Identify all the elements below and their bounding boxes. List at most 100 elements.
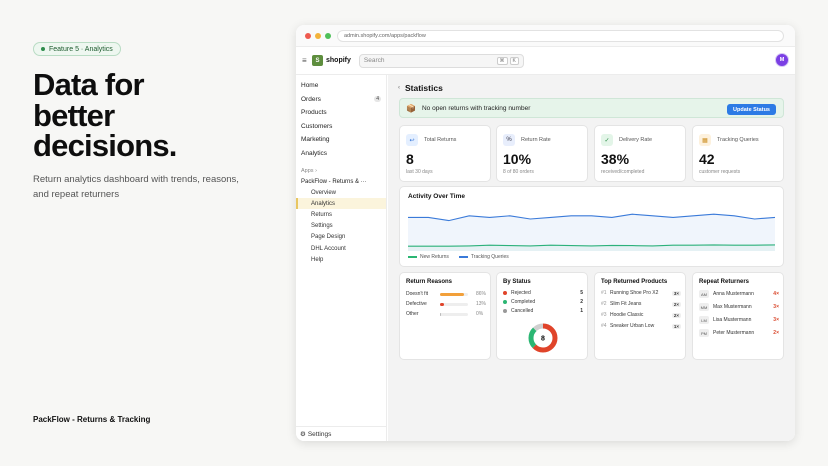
kpi-caption: received/completed [601, 169, 645, 175]
returner-initials: PM [699, 329, 709, 337]
product-name: Slim Fit Jeans [610, 301, 642, 307]
returner-count: 3× [773, 304, 779, 310]
app-name[interactable]: PackFlow - Returns & ··· [301, 178, 367, 185]
reason-label: Doesn't fit [406, 291, 429, 297]
kpi-value: 38% [601, 151, 630, 167]
admin-topbar: ≡ S shopify Search ⌘ K M [296, 47, 795, 75]
reason-row: Doesn't fit 86% [406, 291, 488, 297]
returner-name: Anna Mustermann [713, 291, 754, 297]
subnav-returns[interactable]: Returns [311, 211, 333, 218]
sidebar-settings[interactable]: ⚙ Settings [296, 426, 387, 441]
status-donut: 8 [528, 323, 558, 353]
kpi-caption: 8 of 80 orders [503, 169, 534, 175]
product-name: Running Shoe Pro X2 [610, 290, 659, 296]
legend-swatch [408, 256, 417, 258]
info-banner: 📦 No open returns with tracking number U… [399, 98, 784, 118]
activity-chart [408, 213, 776, 251]
donut-center-value: 8 [541, 336, 545, 343]
shopify-logo-icon: S [312, 55, 323, 66]
kpi-value: 10% [503, 151, 532, 167]
sidebar-settings-label: Settings [307, 430, 332, 438]
sidebar-item-analytics[interactable]: Analytics [296, 147, 386, 161]
update-status-button[interactable]: Update Status [727, 104, 776, 115]
orders-badge: 4 [374, 96, 381, 103]
product-rank: #3 [601, 312, 607, 318]
series-area [408, 214, 775, 251]
donut-completed [528, 323, 558, 353]
hero-line-3: decisions. [33, 128, 177, 163]
product-row: #2 Slim Fit Jeans 2× [601, 301, 681, 307]
package-icon: 📦 [406, 103, 416, 113]
maximize-dot-icon[interactable] [325, 32, 331, 39]
kpi-card-delivery-rate: ✓ Delivery Rate 38% received/completed [594, 125, 686, 182]
subnav-page-design[interactable]: Page Design [311, 234, 346, 241]
search-input[interactable]: Search ⌘ K [358, 53, 524, 68]
status-dot [503, 291, 507, 295]
sidebar-item-orders[interactable]: Orders 4 [296, 93, 386, 107]
return-reasons-card: Return Reasons Doesn't fit 86% Defective… [399, 272, 491, 360]
subnav-help[interactable]: Help [311, 256, 324, 263]
sidebar-item-products[interactable]: Products [296, 106, 386, 120]
kpi-label: Total Returns [424, 137, 457, 143]
reason-pct: 13% [476, 301, 487, 307]
product-rank: #2 [601, 301, 607, 307]
top-products-title: Top Returned Products [601, 279, 668, 285]
subnav-analytics[interactable]: Analytics [296, 198, 386, 210]
product-row: #1 Running Shoe Pro X2 3× [601, 290, 681, 296]
activity-chart-title: Activity Over Time [408, 193, 465, 200]
status-count: 2 [580, 299, 583, 305]
reason-bar-fill [440, 292, 465, 296]
search-placeholder: Search [363, 57, 385, 64]
by-status-card: By Status Rejected 5 Completed 2 Cancelled… [496, 272, 588, 360]
back-arrow-icon[interactable]: ‹ [398, 85, 400, 91]
page-title: ‹ Statistics [398, 83, 443, 93]
reason-pct: 0% [476, 311, 484, 317]
product-qty: 2× [671, 301, 681, 307]
subnav-dhl-account[interactable]: DHL Account [311, 245, 346, 252]
returner-name: Peter Mustermann [713, 330, 755, 336]
app-window: admin.shopify.com/apps/packflow ≡ S shop… [296, 25, 795, 441]
donut-cancelled [528, 323, 558, 353]
returner-count: 3× [773, 317, 779, 323]
avatar[interactable]: M [775, 53, 789, 67]
status-label: Completed [511, 299, 536, 305]
reason-bar [440, 312, 468, 316]
sidebar-item-home[interactable]: Home [296, 79, 386, 93]
reason-label: Other [406, 311, 419, 317]
close-dot-icon[interactable] [305, 32, 311, 39]
product-rank: #1 [601, 290, 607, 296]
series-line [408, 213, 776, 222]
sidebar-item-customers[interactable]: Customers [296, 120, 386, 134]
status-row: Cancelled 1 [503, 308, 583, 314]
returner-row: AM Anna Mustermann 4× [699, 290, 779, 298]
subnav-settings[interactable]: Settings [311, 223, 333, 230]
percent-icon: % [503, 134, 515, 146]
returner-row: PM Peter Mustermann 2× [699, 329, 779, 337]
hero-headline: Data for better decisions. [33, 67, 263, 163]
minimize-dot-icon[interactable] [315, 32, 321, 39]
reason-bar [440, 292, 468, 296]
kpi-caption: last 30 days [406, 169, 433, 175]
legend-new-returns: New Returns [408, 254, 449, 260]
sidebar-item-marketing[interactable]: Marketing [296, 133, 386, 147]
command-key: ⌘ [496, 56, 508, 65]
returner-count: 2× [773, 330, 779, 336]
product-row: #4 Sneaker Urban Low 1× [601, 323, 681, 329]
kpi-card-return-rate: % Return Rate 10% 8 of 80 orders [496, 125, 588, 182]
kpi-label: Delivery Rate [619, 137, 653, 143]
browser-titlebar: admin.shopify.com/apps/packflow [296, 25, 795, 47]
legend-label: Tracking Queries [470, 254, 509, 260]
series-area [408, 244, 775, 251]
menu-icon[interactable]: ≡ [302, 56, 307, 65]
url-bar[interactable]: admin.shopify.com/apps/packflow [337, 30, 784, 42]
apps-header[interactable]: Apps › [301, 168, 317, 174]
hero-line-1: Data for [33, 67, 145, 102]
sidebar: Home Orders 4 Products Customers Marketin… [296, 75, 387, 441]
feature-pill-label: Feature 5 · Analytics [49, 45, 113, 53]
legend-label: New Returns [420, 254, 449, 260]
status-count: 1 [580, 308, 583, 314]
product-row: #3 Hoodie Classic 2× [601, 312, 681, 318]
legend-swatch [458, 256, 468, 258]
subnav-overview[interactable]: Overview [311, 189, 337, 196]
repeat-returners-card: Repeat Returners AM Anna Mustermann 4× MM M… [692, 272, 784, 360]
